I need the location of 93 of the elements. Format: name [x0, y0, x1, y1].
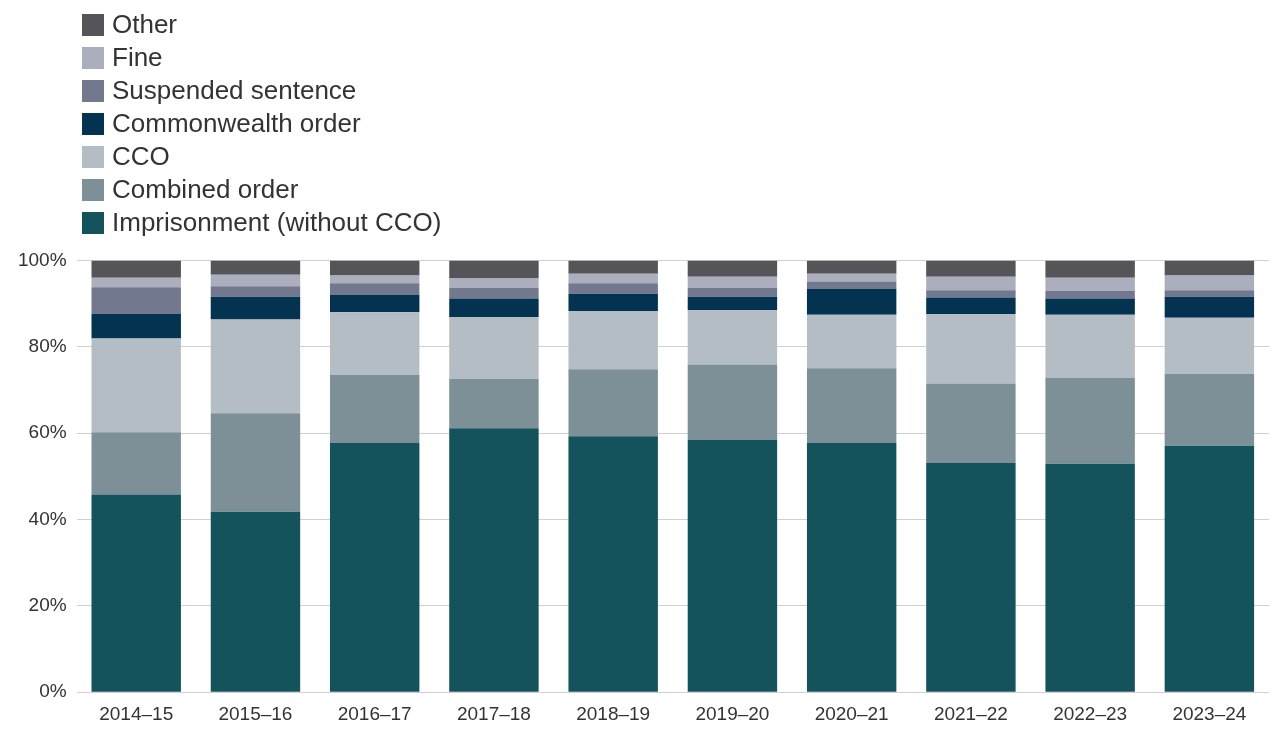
- legend-label: Fine: [112, 41, 163, 74]
- bar: [329, 374, 420, 444]
- x-tick-label: 2017–18: [456, 702, 531, 724]
- bar: [449, 316, 539, 379]
- bar: [210, 413, 301, 512]
- bar: [1164, 373, 1255, 446]
- bar: [91, 338, 181, 433]
- bar: [806, 281, 897, 289]
- bar: [568, 369, 658, 437]
- bar: [329, 294, 420, 313]
- bar: [568, 273, 658, 284]
- legend-label: CCO: [112, 140, 170, 173]
- bar: [449, 298, 539, 317]
- bar: [1164, 317, 1255, 374]
- bar: [210, 260, 301, 275]
- bar: [687, 288, 778, 297]
- bar: [91, 494, 181, 692]
- legend-label: Imprisonment (without CCO): [112, 206, 442, 239]
- bar: [91, 260, 181, 278]
- bar: [806, 288, 897, 315]
- bar: [329, 443, 420, 692]
- bar: [210, 319, 301, 414]
- bar: [449, 278, 539, 289]
- bar: [687, 310, 778, 365]
- bar: [926, 297, 1016, 314]
- bar: [926, 313, 1016, 384]
- bar: [1045, 377, 1135, 464]
- y-tick-label: 0%: [39, 680, 67, 702]
- bar: [449, 378, 539, 429]
- bar: [568, 283, 658, 294]
- x-tick-label: 2015–16: [218, 702, 293, 724]
- bar: [1045, 314, 1135, 378]
- legend-label: Combined order: [112, 173, 299, 206]
- bar: [91, 432, 181, 495]
- legend-label: Other: [112, 8, 178, 41]
- bar: [806, 314, 897, 369]
- bar: [926, 462, 1016, 692]
- bar: [1164, 290, 1255, 297]
- bar: [687, 276, 778, 289]
- bar: [210, 286, 301, 297]
- bar: [806, 260, 897, 274]
- bar: [568, 436, 658, 692]
- bar: [926, 290, 1016, 298]
- bar: [329, 260, 420, 276]
- legend-label: Commonwealth order: [112, 107, 361, 140]
- bar: [926, 383, 1016, 463]
- bar: [568, 260, 658, 274]
- bar: [1045, 291, 1135, 299]
- y-tick-label: 60%: [28, 421, 67, 443]
- bar: [926, 276, 1016, 291]
- bar: [1045, 277, 1135, 292]
- bar: [568, 310, 658, 370]
- bar: [210, 511, 301, 692]
- y-tick-label: 20%: [28, 594, 67, 616]
- bar: [210, 274, 301, 287]
- bar: [449, 260, 539, 279]
- bar: [687, 440, 778, 692]
- bar: [806, 273, 897, 282]
- bar: [1045, 298, 1135, 315]
- bar: [806, 443, 897, 692]
- bar: [1045, 260, 1135, 278]
- bar: [687, 260, 778, 277]
- x-tick-label: 2021–22: [933, 702, 1008, 724]
- x-tick-label: 2020–21: [814, 702, 889, 724]
- bar: [1164, 275, 1255, 291]
- bar: [1164, 260, 1255, 276]
- x-tick-label: 2014–15: [99, 702, 174, 724]
- x-tick-label: 2018–19: [576, 702, 651, 724]
- bar: [329, 275, 420, 284]
- bar: [449, 288, 539, 299]
- x-tick-label: 2019–20: [695, 702, 770, 724]
- bar: [91, 287, 181, 314]
- bar: [568, 293, 658, 311]
- x-tick-label: 2022–23: [1053, 702, 1128, 724]
- bar: [1164, 445, 1255, 692]
- bar: [1164, 296, 1255, 318]
- y-tick-label: 100%: [17, 248, 67, 270]
- bar: [806, 368, 897, 444]
- bar: [329, 312, 420, 375]
- x-tick-label: 2016–17: [337, 702, 412, 724]
- bar: [687, 296, 778, 311]
- legend-label: Suspended sentence: [112, 74, 357, 107]
- y-tick-label: 40%: [28, 507, 67, 529]
- bar: [687, 364, 778, 441]
- bar: [926, 260, 1016, 277]
- bar: [449, 428, 539, 692]
- bar: [91, 313, 181, 339]
- y-tick-label: 80%: [28, 334, 67, 356]
- bar: [1045, 463, 1135, 692]
- x-tick-label: 2023–24: [1172, 702, 1247, 724]
- bar: [91, 277, 181, 288]
- bar: [329, 283, 420, 295]
- bar: [210, 296, 301, 320]
